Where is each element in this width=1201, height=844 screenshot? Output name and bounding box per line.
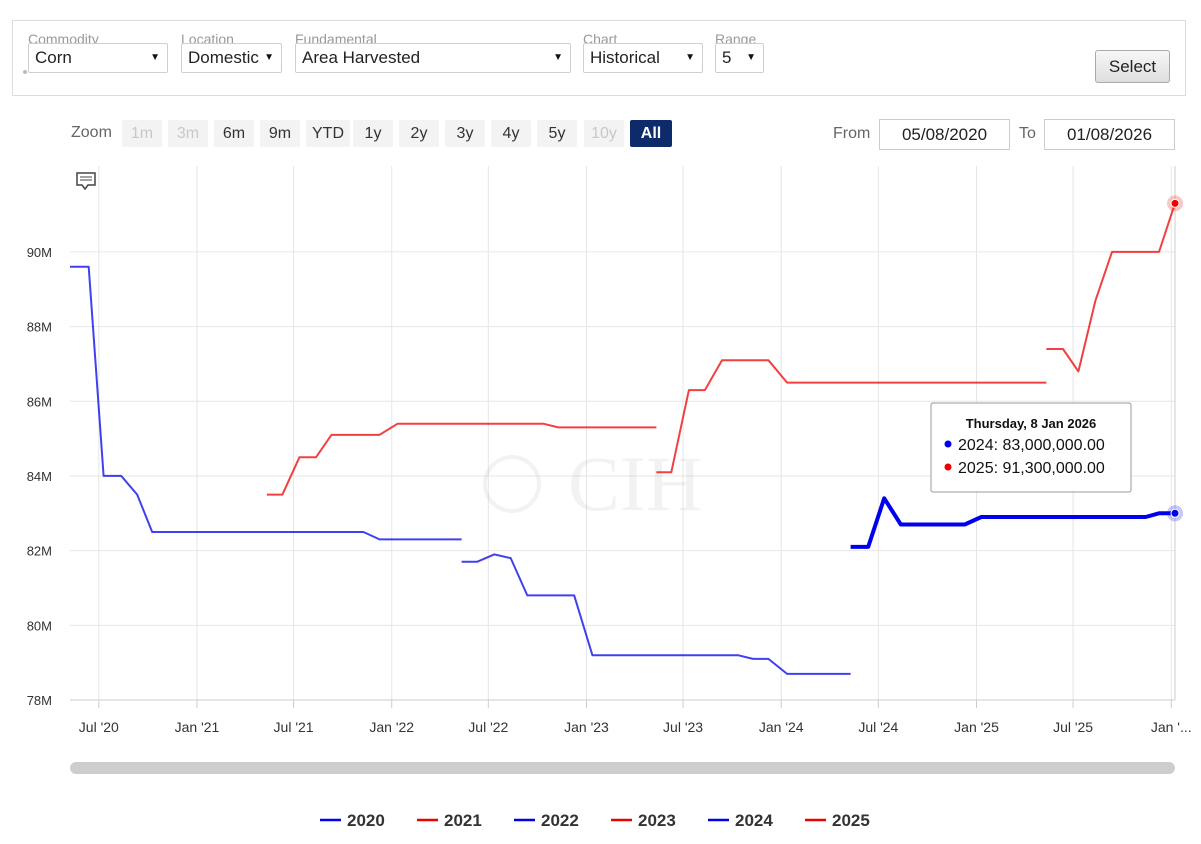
caret-down-icon: ▼: [553, 52, 563, 63]
caret-down-icon: ▼: [150, 52, 160, 63]
zoom-button-4y[interactable]: 4y: [491, 120, 531, 147]
legend-label-2022[interactable]: 2022: [541, 811, 579, 830]
to-date-input[interactable]: 01/08/2026: [1044, 119, 1175, 150]
chart-value: Historical: [590, 48, 660, 67]
drag-handle-dot: [23, 70, 27, 74]
zoom-button-10y: 10y: [584, 120, 624, 147]
range-value: 5: [722, 48, 732, 67]
zoom-button-9m[interactable]: 9m: [260, 120, 300, 147]
to-label: To: [1019, 125, 1036, 142]
x-tick-label: Jul '24: [858, 719, 898, 735]
legend-label-2025[interactable]: 2025: [832, 811, 870, 830]
series-line-2025[interactable]: [1046, 202, 1176, 373]
x-tick-label: Jul '21: [274, 719, 314, 735]
x-tick-label: Jan '23: [564, 719, 609, 735]
tooltip-row-2024: 2024: 83,000,000.00: [958, 437, 1105, 454]
commodity-select[interactable]: Corn ▼: [28, 43, 168, 73]
caret-down-icon: ▼: [685, 52, 695, 63]
fundamental-value: Area Harvested: [302, 48, 421, 67]
x-tick-label: Jul '23: [663, 719, 703, 735]
y-tick-label: 84M: [27, 469, 52, 484]
zoom-button-5y[interactable]: 5y: [537, 120, 577, 147]
comment-icon[interactable]: [76, 172, 96, 191]
tooltip-box: [930, 402, 1132, 493]
series-line-2021[interactable]: [266, 422, 657, 496]
x-tick-label: Jul '20: [79, 719, 119, 735]
tooltip-title: Thursday, 8 Jan 2026: [966, 416, 1097, 431]
watermark-logo: CIH: [568, 440, 702, 527]
y-tick-label: 88M: [27, 320, 52, 335]
from-date-input[interactable]: 05/08/2020: [879, 119, 1010, 150]
series-line-2023[interactable]: [656, 359, 1047, 474]
x-tick-label: Jan '25: [954, 719, 999, 735]
x-tick-label: Jan '22: [369, 719, 414, 735]
fundamental-select[interactable]: Area Harvested ▼: [295, 43, 571, 73]
y-tick-label: 82M: [27, 544, 52, 559]
filter-panel: Commodity Corn ▼ Location Domestic ▼ Fun…: [12, 20, 1186, 96]
tooltip-series-dot: [944, 463, 952, 471]
watermark-emblem: [483, 455, 541, 513]
hover-marker-2024[interactable]: [1170, 508, 1180, 518]
series-line-2020[interactable]: [70, 265, 462, 541]
zoom-button-6m[interactable]: 6m: [214, 120, 254, 147]
zoom-button-ytd[interactable]: YTD: [306, 120, 350, 147]
x-tick-label: Jul '22: [468, 719, 508, 735]
series-line-2024[interactable]: [850, 496, 1175, 549]
series-line-2022[interactable]: [461, 553, 851, 675]
zoom-button-3m: 3m: [168, 120, 208, 147]
location-select[interactable]: Domestic ▼: [181, 43, 282, 73]
tooltip-series-dot: [944, 440, 952, 448]
chart-select[interactable]: Historical ▼: [583, 43, 703, 73]
hover-marker-2025[interactable]: [1170, 198, 1180, 208]
y-tick-label: 90M: [27, 245, 52, 260]
select-button[interactable]: Select: [1095, 50, 1170, 83]
y-tick-label: 86M: [27, 394, 52, 409]
legend-label-2021[interactable]: 2021: [444, 811, 482, 830]
x-tick-label: Jul '25: [1053, 719, 1093, 735]
zoom-button-1m: 1m: [122, 120, 162, 147]
x-tick-label: Jan '21: [175, 719, 220, 735]
legend-label-2020[interactable]: 2020: [347, 811, 385, 830]
x-tick-label: Jan '24: [759, 719, 804, 735]
zoom-button-all[interactable]: All: [630, 120, 672, 147]
caret-down-icon: ▼: [264, 52, 274, 63]
y-tick-label: 78M: [27, 693, 52, 708]
caret-down-icon: ▼: [746, 52, 756, 63]
zoom-button-2y[interactable]: 2y: [399, 120, 439, 147]
navigator-scrollbar[interactable]: [70, 762, 1175, 774]
zoom-button-3y[interactable]: 3y: [445, 120, 485, 147]
legend-label-2024[interactable]: 2024: [735, 811, 773, 830]
from-label: From: [833, 125, 871, 142]
location-value: Domestic: [188, 48, 259, 67]
y-tick-label: 80M: [27, 618, 52, 633]
range-select[interactable]: 5 ▼: [715, 43, 764, 73]
legend-label-2023[interactable]: 2023: [638, 811, 676, 830]
zoom-button-1y[interactable]: 1y: [353, 120, 393, 147]
tooltip-row-2025: 2025: 91,300,000.00: [958, 460, 1105, 477]
zoom-label: Zoom: [71, 124, 112, 141]
x-tick-label: Jan '...: [1151, 719, 1192, 735]
commodity-value: Corn: [35, 48, 72, 67]
